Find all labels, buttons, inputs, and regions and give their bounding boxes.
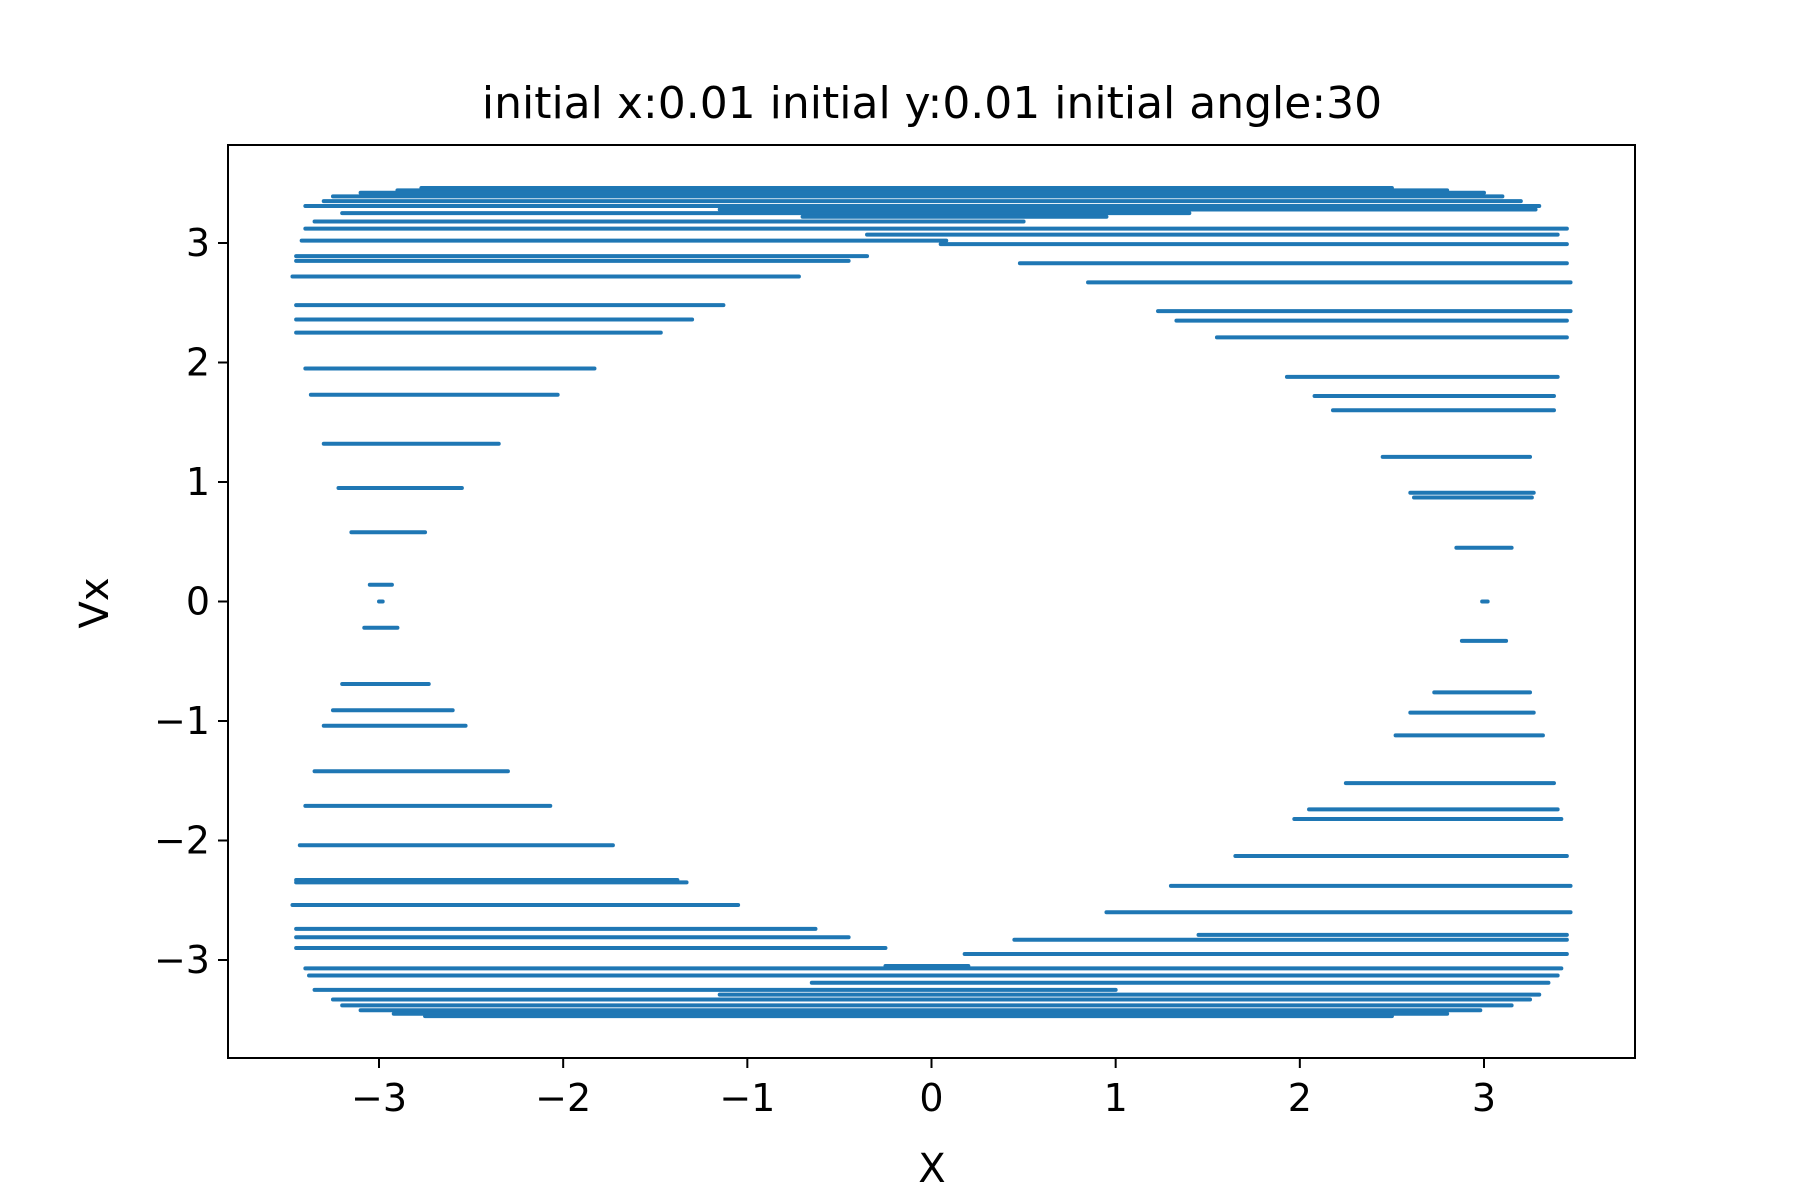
chart-title: initial x:0.01 initial y:0.01 initial an… (482, 78, 1382, 129)
y-tick-label: 1 (186, 460, 210, 504)
x-axis-ticks: −3 −2 −1 0 1 2 3 (351, 1058, 1496, 1120)
x-tick-label: −2 (535, 1076, 591, 1120)
y-axis-ticks: −3 −2 −1 0 1 2 3 (154, 221, 228, 982)
x-tick-label: 1 (1104, 1076, 1128, 1120)
x-tick-label: −3 (351, 1076, 407, 1120)
data-marks (290, 186, 1573, 1019)
y-tick-label: 0 (186, 580, 210, 624)
y-tick-label: −1 (154, 699, 210, 743)
x-tick-label: 3 (1472, 1076, 1496, 1120)
x-tick-label: 0 (919, 1076, 943, 1120)
y-tick-label: −3 (154, 938, 210, 982)
x-axis-label: X (918, 1146, 945, 1192)
y-tick-label: −2 (154, 819, 210, 863)
x-tick-label: −1 (719, 1076, 775, 1120)
y-tick-label: 3 (186, 221, 210, 265)
y-axis-label: Vx (72, 577, 118, 628)
x-tick-label: 2 (1288, 1076, 1312, 1120)
y-tick-label: 2 (186, 340, 210, 384)
